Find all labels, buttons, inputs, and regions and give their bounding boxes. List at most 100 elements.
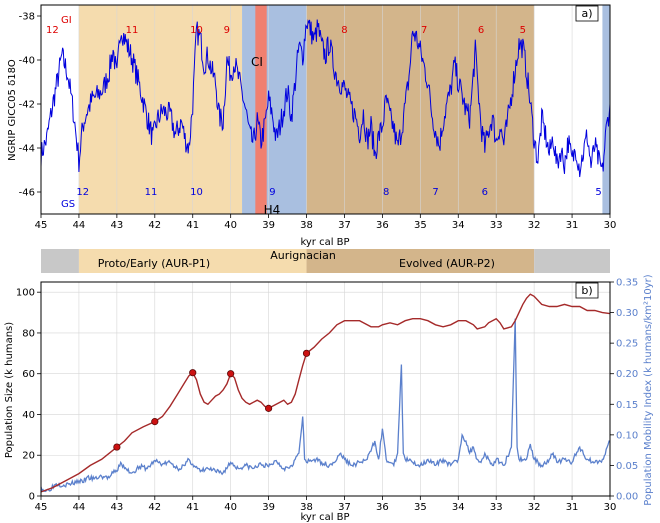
panel-b-ytick-label-20: 20: [22, 451, 35, 462]
panel-b-ytick-label-40: 40: [22, 410, 35, 421]
panel-b-xtick-label-30: 30: [604, 502, 617, 513]
panel-a-ytick-label--46: -46: [19, 188, 35, 199]
shaded-region-ci: [255, 5, 267, 214]
gi-number-9: 9: [224, 25, 230, 36]
panel-b-y-axis-label: Population Size (k humans): [4, 322, 15, 458]
panel-a-xtick-label-45: 45: [35, 220, 48, 231]
gs-number-6: 6: [482, 187, 488, 198]
panel-b-ytick-label-60: 60: [22, 369, 35, 380]
panel-a-frame: [40, 4, 611, 215]
panel-a-letter: a): [575, 5, 599, 22]
gi-label: GI: [61, 15, 72, 26]
panel-b-ytick-right-label-0.35: 0.35: [616, 278, 638, 289]
gi-number-11: 11: [126, 25, 139, 36]
gs-number-12: 12: [76, 187, 89, 198]
panel-b-ytick-right-label-0.15: 0.15: [616, 400, 638, 411]
population-marker-38: [302, 349, 311, 357]
panel-a-xtick-label-39: 39: [262, 220, 275, 231]
population-marker-41: [189, 369, 197, 377]
culture-overall-label: Aurignacian: [270, 249, 336, 262]
gi-number-5: 5: [520, 25, 526, 36]
panel-b-letter-text: b): [581, 284, 592, 297]
gs-number-8: 8: [383, 187, 389, 198]
panel-b-xtick-label-37: 37: [338, 502, 351, 513]
panel-a: 12 11 10 9 8 7 6 5 12 11 10 9 8 7 6 5 CI H4 GI GS a) 45…: [7, 4, 617, 248]
panel-b-ytick-label-100: 100: [16, 288, 35, 299]
culture-bar-segments: [41, 249, 610, 273]
population-marker-43: [113, 443, 121, 451]
panel-a-xtick-label-41: 41: [186, 220, 199, 231]
panel-b-ytick-right-label-0.25: 0.25: [616, 339, 638, 350]
panel-b-xtick-label-31: 31: [566, 502, 579, 513]
culture-segment-3: [534, 249, 610, 273]
panel-a-y-ticks: -38 -40 -42 -44 -46: [19, 12, 41, 199]
gi-number-8: 8: [341, 25, 347, 36]
panel-b-right-axis-label: Population Mobility Index (k humans/km²1…: [643, 274, 654, 506]
panel-b-xtick-label-36: 36: [376, 502, 389, 513]
population-marker-40: [227, 370, 235, 378]
panel-a-ytick-label--38: -38: [19, 12, 35, 23]
panel-a-xtick-label-31: 31: [566, 220, 579, 231]
panel-b-xtick-label-43: 43: [110, 502, 123, 513]
panel-a-xtick-label-43: 43: [110, 220, 123, 231]
ci-label: CI: [251, 55, 263, 69]
panel-a-xtick-label-37: 37: [338, 220, 351, 231]
panel-b-x-ticks: 45 44 43 42 41 40 39 38 37 36 35 34 33 32 31 30: [35, 496, 617, 513]
culture-segment-0: [41, 249, 79, 273]
gs-number-10: 10: [190, 187, 203, 198]
panel-b-xtick-label-45: 45: [35, 502, 48, 513]
panel-a-xtick-label-34: 34: [452, 220, 465, 231]
panel-b-frame: [40, 281, 611, 497]
panel-a-ytick-label--42: -42: [19, 100, 35, 111]
panel-b-xtick-label-40: 40: [224, 502, 237, 513]
panel-b-xtick-label-32: 32: [528, 502, 541, 513]
gi-number-6: 6: [478, 25, 484, 36]
panel-b-xtick-label-41: 41: [186, 502, 199, 513]
population-marker-39: [264, 404, 273, 412]
gi-number-10: 10: [190, 25, 203, 36]
panel-b-ytick-label-0: 0: [29, 492, 35, 503]
panel-a-xtick-label-33: 33: [490, 220, 503, 231]
panel-a-xtick-label-32: 32: [528, 220, 541, 231]
panel-b-letter: b): [575, 282, 599, 299]
panel-a-xtick-label-42: 42: [148, 220, 161, 231]
panel-a-xtick-label-40: 40: [224, 220, 237, 231]
panel-b-ytick-right-label-0.30: 0.30: [616, 308, 638, 319]
panel-a-x-ticks: 45 44 43 42 41 40 39 38 37 36 35 34 33 32 31 30: [35, 214, 617, 231]
panel-b: b) 45 44 43 42 41 40 39 38 37 36 35 34 33 32 31 30 0 20 4…: [4, 274, 654, 523]
panel-b-y-ticks-left: 0 20 40 60 80 100: [16, 288, 41, 503]
h4-label: H4: [264, 203, 281, 217]
gi-number-7: 7: [421, 25, 427, 36]
panel-a-interstadial-labels: 12 11 10 9 8 7 6 5 12 11 10 9 8 7 6 5: [46, 25, 602, 198]
panel-b-ytick-right-label-0.10: 0.10: [616, 430, 638, 441]
gs-number-5: 5: [595, 187, 601, 198]
panel-a-ytick-label--40: -40: [19, 56, 35, 67]
panel-a-xtick-label-30: 30: [604, 220, 617, 231]
panel-b-xtick-label-39: 39: [262, 502, 275, 513]
panel-b-xtick-label-34: 34: [452, 502, 465, 513]
panel-b-xtick-label-42: 42: [148, 502, 161, 513]
mobility-index-series: [40, 318, 610, 493]
panel-a-x-axis-label: kyr cal BP: [300, 237, 349, 248]
panel-b-ytick-label-80: 80: [22, 328, 35, 339]
panel-b-xtick-label-44: 44: [73, 502, 86, 513]
panel-a-xtick-label-35: 35: [414, 220, 427, 231]
panel-a-delta18o-series: [40, 19, 611, 178]
population-markers: [113, 349, 311, 451]
shaded-region-h4: [242, 5, 307, 214]
culture-segment-1: [78, 249, 307, 273]
culture-bar: Aurignacian Proto/Early (AUR-P1) Evolved…: [41, 249, 610, 273]
panel-a-xtick-label-36: 36: [376, 220, 389, 231]
panel-a-letter-text: a): [581, 7, 592, 20]
panel-a-y-axis-label: NGRIP GICC05 δ18O: [7, 59, 18, 161]
culture-proto-early-label: Proto/Early (AUR-P1): [98, 257, 210, 270]
gs-label: GS: [61, 199, 75, 210]
panel-b-x-axis-label: kyr cal BP: [300, 512, 349, 523]
gi-number-12: 12: [46, 25, 59, 36]
gs-number-11: 11: [145, 187, 158, 198]
gs-number-9: 9: [269, 187, 275, 198]
panel-b-y-ticks-right: 0.00 0.05 0.10 0.15 0.20 0.25 0.30 0.35: [610, 278, 638, 503]
panel-b-xtick-label-38: 38: [300, 502, 313, 513]
gs-number-7: 7: [432, 187, 438, 198]
